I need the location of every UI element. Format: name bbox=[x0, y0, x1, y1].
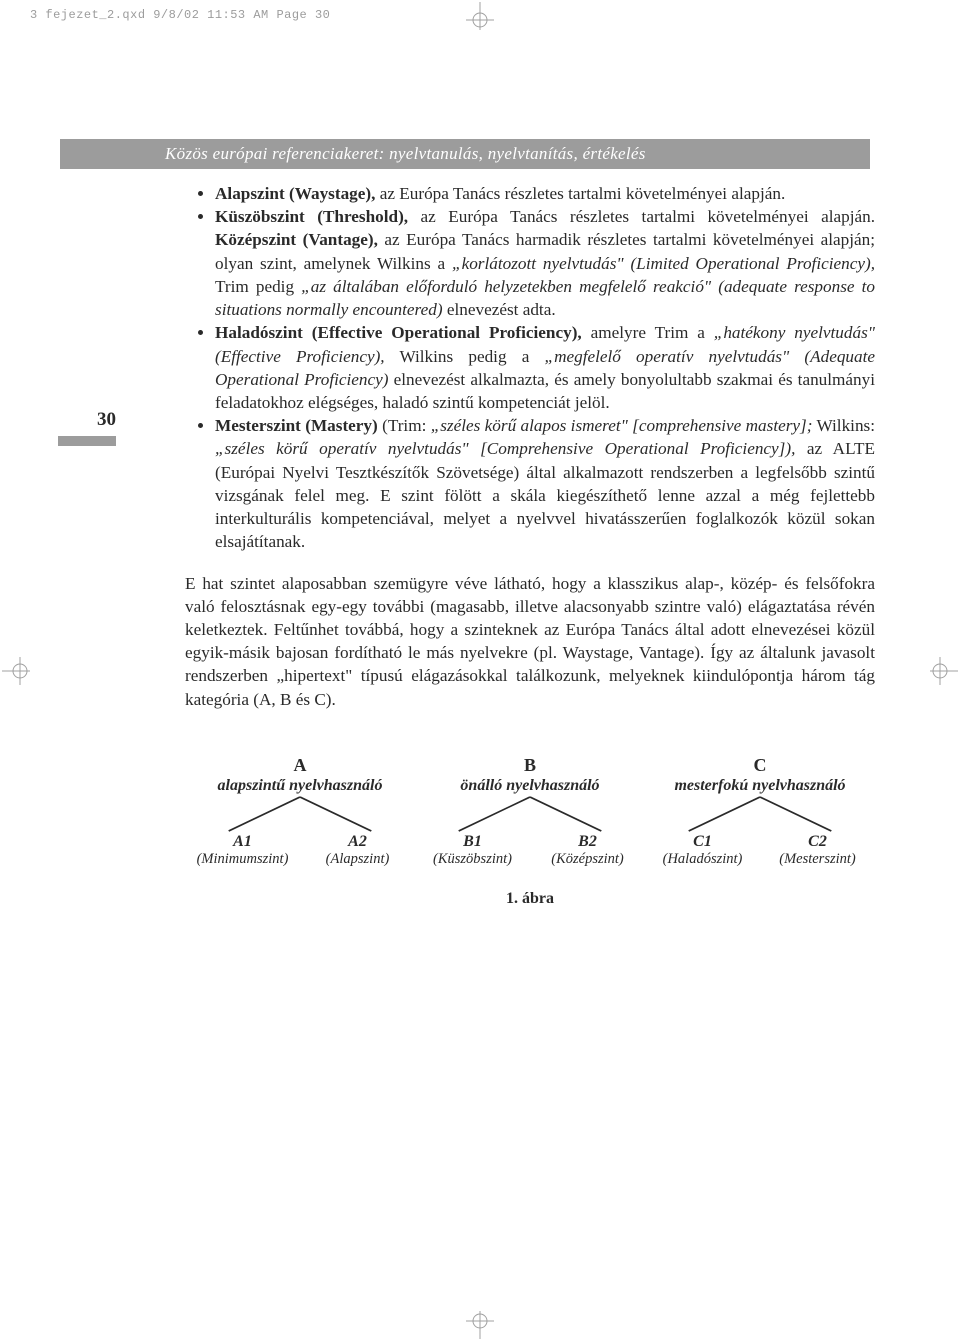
tree-category-code: B bbox=[415, 755, 645, 776]
print-header: 3 fejezet_2.qxd 9/8/02 11:53 AM Page 30 bbox=[30, 8, 330, 22]
tree-leaf: C2(Mesterszint) bbox=[760, 833, 875, 868]
tree-category: Cmesterfokú nyelvhasználó bbox=[645, 755, 875, 795]
tree-leaf-label: (Mesterszint) bbox=[760, 851, 875, 868]
tree-leaf-code: B2 bbox=[530, 833, 645, 851]
paragraph: E hat szintet alaposabban szemügyre véve… bbox=[185, 572, 875, 711]
text-segment: „széles körű alapos ismeret" [comprehens… bbox=[431, 416, 813, 435]
tree-leaf: C1(Haladószint) bbox=[645, 833, 760, 868]
tree-branch bbox=[415, 795, 645, 833]
bullet-list: Alapszint (Waystage), az Európa Tanács r… bbox=[185, 182, 875, 554]
text-segment: Középszint (Vantage), bbox=[215, 230, 378, 249]
text-segment: Mesterszint (Mastery) bbox=[215, 416, 378, 435]
tree-leaf-code: A2 bbox=[300, 833, 415, 851]
text-segment: az Európa Tanács részletes tartalmi köve… bbox=[375, 184, 785, 203]
tree-leaf-label: (Középszint) bbox=[530, 851, 645, 868]
crop-mark-right-icon bbox=[930, 651, 958, 691]
text-segment: amelyre Trim a bbox=[582, 323, 714, 342]
tree-top-row: Aalapszintű nyelvhasználóBönálló nyelvha… bbox=[185, 755, 875, 795]
text-segment: Haladószint (Effective Operational Profi… bbox=[215, 323, 582, 342]
tree-leaf-row: A1(Minimumszint)A2(Alapszint)B1(Küszöbsz… bbox=[185, 833, 875, 868]
tree-leaf: B1(Küszöbszint) bbox=[415, 833, 530, 868]
tree-leaf-code: B1 bbox=[415, 833, 530, 851]
text-segment: az Európa Tanács részletes tartalmi köve… bbox=[408, 207, 875, 226]
tree-branch bbox=[645, 795, 875, 833]
bullet-item: Mesterszint (Mastery) (Trim: „széles kör… bbox=[215, 414, 875, 553]
text-segment: elnevezést adta. bbox=[443, 300, 556, 319]
tree-category-label: alapszintű nyelvhasználó bbox=[185, 777, 415, 795]
tree-leaf-label: (Minimumszint) bbox=[185, 851, 300, 868]
cefr-tree-diagram: Aalapszintű nyelvhasználóBönálló nyelvha… bbox=[185, 755, 875, 868]
tree-leaf: B2(Középszint) bbox=[530, 833, 645, 868]
figure-caption: 1. ábra bbox=[185, 890, 875, 908]
tree-leaf-label: (Haladószint) bbox=[645, 851, 760, 868]
text-segment: Wilkins: bbox=[812, 416, 875, 435]
tree-branches bbox=[185, 795, 875, 833]
tree-branch bbox=[185, 795, 415, 833]
crop-mark-bottom-icon bbox=[460, 1311, 500, 1339]
text-segment: (Trim: bbox=[378, 416, 431, 435]
text-segment: Trim pedig bbox=[215, 277, 301, 296]
tree-category: Bönálló nyelvhasználó bbox=[415, 755, 645, 795]
tree-leaf: A2(Alapszint) bbox=[300, 833, 415, 868]
content-area: Alapszint (Waystage), az Európa Tanács r… bbox=[185, 182, 875, 908]
bullet-item: Alapszint (Waystage), az Európa Tanács r… bbox=[215, 182, 875, 205]
margin-tick bbox=[58, 436, 116, 446]
crop-mark-left-icon bbox=[2, 651, 30, 691]
tree-leaf-code: A1 bbox=[185, 833, 300, 851]
text-segment: Küszöbszint (Threshold), bbox=[215, 207, 408, 226]
tree-category-label: mesterfokú nyelvhasználó bbox=[645, 777, 875, 795]
bullet-item: Küszöbszint (Threshold), az Európa Tanác… bbox=[215, 205, 875, 321]
tree-leaf-label: (Küszöbszint) bbox=[415, 851, 530, 868]
tree-category: Aalapszintű nyelvhasználó bbox=[185, 755, 415, 795]
page: 3 fejezet_2.qxd 9/8/02 11:53 AM Page 30 … bbox=[0, 0, 960, 1341]
tree-leaf-label: (Alapszint) bbox=[300, 851, 415, 868]
tree-category-code: C bbox=[645, 755, 875, 776]
tree-category-label: önálló nyelvhasználó bbox=[415, 777, 645, 795]
title-bar: Közös európai referenciakeret: nyelvtanu… bbox=[60, 139, 870, 169]
page-number: 30 bbox=[68, 409, 116, 431]
bullet-item: Haladószint (Effective Operational Profi… bbox=[215, 321, 875, 414]
text-segment: Alapszint (Waystage), bbox=[215, 184, 375, 203]
tree-category-code: A bbox=[185, 755, 415, 776]
crop-mark-top-icon bbox=[460, 2, 500, 30]
tree-leaf-code: C1 bbox=[645, 833, 760, 851]
text-segment: Wilkins pedig a bbox=[385, 347, 545, 366]
text-segment: „széles körű operatív nyelvtudás" [Compr… bbox=[215, 439, 795, 458]
tree-leaf: A1(Minimumszint) bbox=[185, 833, 300, 868]
text-segment: „korlátozott nyelvtudás" (Limited Operat… bbox=[452, 254, 875, 273]
tree-leaf-code: C2 bbox=[760, 833, 875, 851]
